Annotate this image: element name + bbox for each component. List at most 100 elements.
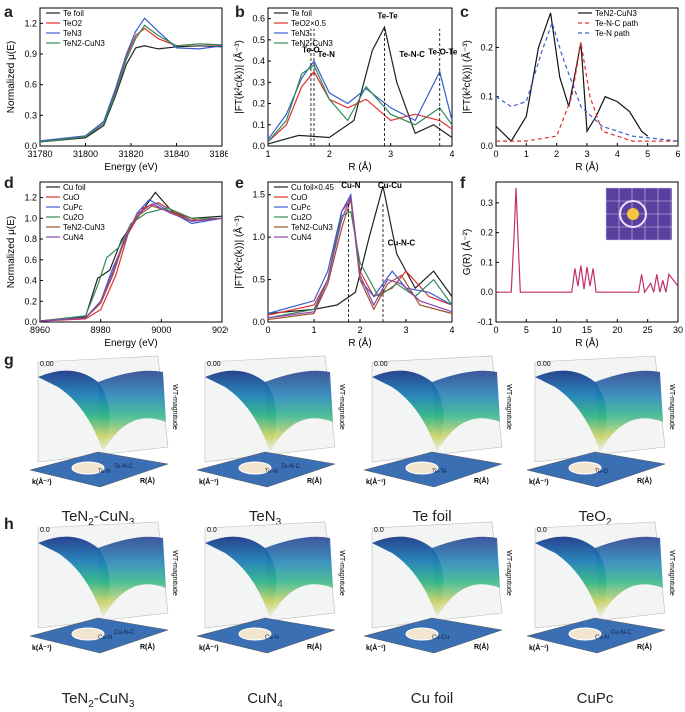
legend-entry: CuPc bbox=[63, 203, 83, 212]
wt-title-sub: 2 bbox=[605, 517, 612, 528]
wt-surface-right bbox=[265, 536, 333, 618]
wt-y-label: R(Å) bbox=[474, 642, 489, 651]
wt-x-label: k(Å⁻¹) bbox=[366, 643, 386, 652]
wt-surface bbox=[205, 370, 277, 452]
peak-annotation: Cu-Cu bbox=[378, 181, 402, 190]
x-axis-label: Energy (eV) bbox=[104, 162, 157, 173]
legend-entry: TeO2 bbox=[63, 19, 83, 28]
wt-title-h-3: CuPc bbox=[520, 690, 670, 707]
x-tick-label: 20 bbox=[612, 325, 622, 335]
x-tick-label: 4 bbox=[449, 149, 454, 159]
series-line-3 bbox=[39, 24, 223, 143]
wt-surface bbox=[535, 536, 607, 618]
x-tick-label: 5 bbox=[524, 325, 529, 335]
wt-path-label: Cu-N bbox=[265, 635, 279, 641]
wt-plot-h-1: WT-magnitude 0.0 k(Å⁻¹) R(Å) Cu-N bbox=[196, 521, 345, 654]
x-axis-label: R (Å) bbox=[575, 336, 598, 349]
x-tick-label: 1 bbox=[524, 149, 529, 159]
wt-hotspot bbox=[405, 461, 439, 475]
y-tick-label: 0.2 bbox=[24, 296, 37, 306]
wt-y-label: R(Å) bbox=[140, 642, 155, 651]
wt-plot-h-0: WT-magnitude 0.0 k(Å⁻¹) R(Å) Cu-NCu-N-C bbox=[29, 521, 178, 654]
y-tick-label: 0.3 bbox=[252, 77, 265, 87]
series-line-0 bbox=[39, 45, 223, 143]
x-axis-label: Energy (eV) bbox=[104, 338, 157, 349]
wt-title-main: Cu foil bbox=[410, 690, 454, 707]
wt-z-tick: 0.0 bbox=[374, 527, 384, 534]
inset-ring bbox=[619, 200, 647, 228]
series-line-5 bbox=[39, 203, 223, 322]
wt-x-label: k(Å⁻¹) bbox=[529, 643, 549, 652]
wt-title-g-2: Te foil bbox=[357, 508, 507, 525]
legend-entry: TeN3 bbox=[291, 29, 310, 38]
x-axis-label: R (Å) bbox=[348, 336, 371, 349]
wt-hotspot bbox=[71, 461, 105, 475]
legend-entry: Cu2O bbox=[291, 213, 312, 222]
legend-entry: Te-N-C path bbox=[595, 19, 638, 28]
legend-entry: CuN4 bbox=[291, 233, 312, 242]
y-tick-label: 0.2 bbox=[252, 99, 265, 109]
x-tick-label: 0 bbox=[265, 325, 270, 335]
wt-title-g-0: TeN2-CuN3 bbox=[23, 508, 173, 528]
y-tick-label: 0.0 bbox=[24, 141, 37, 151]
wt-z-label: WT-magnitude bbox=[505, 550, 512, 596]
legend-entry: TeN2-CuN3 bbox=[63, 39, 105, 48]
y-tick-label: 0.0 bbox=[252, 141, 265, 151]
legend-entry: Te foil bbox=[291, 9, 312, 18]
wt-title-part: -CuN bbox=[93, 690, 129, 707]
legend-entry: Cu2O bbox=[63, 213, 84, 222]
wt-z-tick: 0.00 bbox=[374, 361, 388, 368]
wt-y-label: R(Å) bbox=[307, 476, 322, 485]
wt-plot-g-2: WT-magnitude 0.00 k(Å⁻¹) R(Å) Te-Te bbox=[363, 355, 512, 488]
wt-surface-right bbox=[98, 536, 166, 618]
legend-entry: TeN3 bbox=[63, 29, 82, 38]
panel-label-e: e bbox=[235, 175, 244, 192]
wt-title-h-2: Cu foil bbox=[357, 690, 507, 707]
wt-path-label: Te-Te bbox=[432, 469, 447, 475]
y-tick-label: 0.2 bbox=[480, 42, 493, 52]
wt-z-label: WT-magnitude bbox=[171, 550, 178, 596]
y-tick-label: 1.0 bbox=[24, 213, 37, 223]
y-axis-label: |FT(k²c(k))| (Å⁻³) bbox=[460, 40, 473, 114]
wt-x-label: k(Å⁻¹) bbox=[529, 477, 549, 486]
y-tick-label: 0.0 bbox=[24, 317, 37, 327]
diffraction-inset bbox=[605, 187, 672, 241]
peak-annotation: Te-N-C bbox=[399, 50, 425, 59]
y-tick-label: -0.1 bbox=[477, 317, 493, 327]
wt-path-label: Te-N-C bbox=[114, 464, 134, 470]
legend-entry: TeN2-CuN3 bbox=[595, 9, 637, 18]
wt-hotspot bbox=[568, 627, 602, 641]
wt-surface bbox=[372, 370, 444, 452]
peak-annotation: Te-O-Te bbox=[428, 48, 458, 57]
series-line-0 bbox=[495, 12, 649, 143]
wt-title-sub: 3 bbox=[128, 699, 135, 710]
wt-x-label: k(Å⁻¹) bbox=[32, 643, 52, 652]
legend-entry: Te foil bbox=[63, 9, 84, 18]
wt-x-label: k(Å⁻¹) bbox=[32, 477, 52, 486]
legend-entry: Te-N path bbox=[595, 29, 630, 38]
series-line-4 bbox=[267, 198, 453, 321]
x-tick-label: 1 bbox=[311, 325, 316, 335]
legend-entry: TeN2-CuN3 bbox=[63, 223, 105, 232]
wt-plot-g-1: WT-magnitude 0.00 k(Å⁻¹) R(Å) Te-NTe-N-C bbox=[196, 355, 345, 488]
wt-z-tick: 0.0 bbox=[40, 527, 50, 534]
y-tick-label: 0.0 bbox=[480, 287, 493, 297]
x-tick-label: 9000 bbox=[151, 325, 171, 335]
x-tick-label: 3 bbox=[403, 325, 408, 335]
wt-z-label: WT-magnitude bbox=[668, 384, 675, 430]
wt-title-g-1: TeN3 bbox=[190, 508, 340, 528]
wavelet-transform-grid: WT-magnitude 0.00 k(Å⁻¹) R(Å) Te-N Te-N-C TeN2… bbox=[0, 350, 685, 712]
x-tick-label: 31780 bbox=[27, 149, 52, 159]
y-axis-label: Normalized μ(E) bbox=[6, 41, 17, 113]
wt-y-label: R(Å) bbox=[637, 642, 652, 651]
wt-z-tick: 0.0 bbox=[207, 527, 217, 534]
y-axis-label: Normalized μ(E) bbox=[6, 216, 17, 288]
wt-path-label: Te-N-C bbox=[281, 464, 301, 470]
wt-title-sub: 3 bbox=[128, 517, 135, 528]
chart-b-ft-exafs-te: 1 2 3 4 0.0 0.1 0.2 0.3 0.4 0.5 0.6 R (Å) |FT(k²c(k)… bbox=[232, 7, 458, 173]
x-tick-label: 15 bbox=[582, 325, 592, 335]
